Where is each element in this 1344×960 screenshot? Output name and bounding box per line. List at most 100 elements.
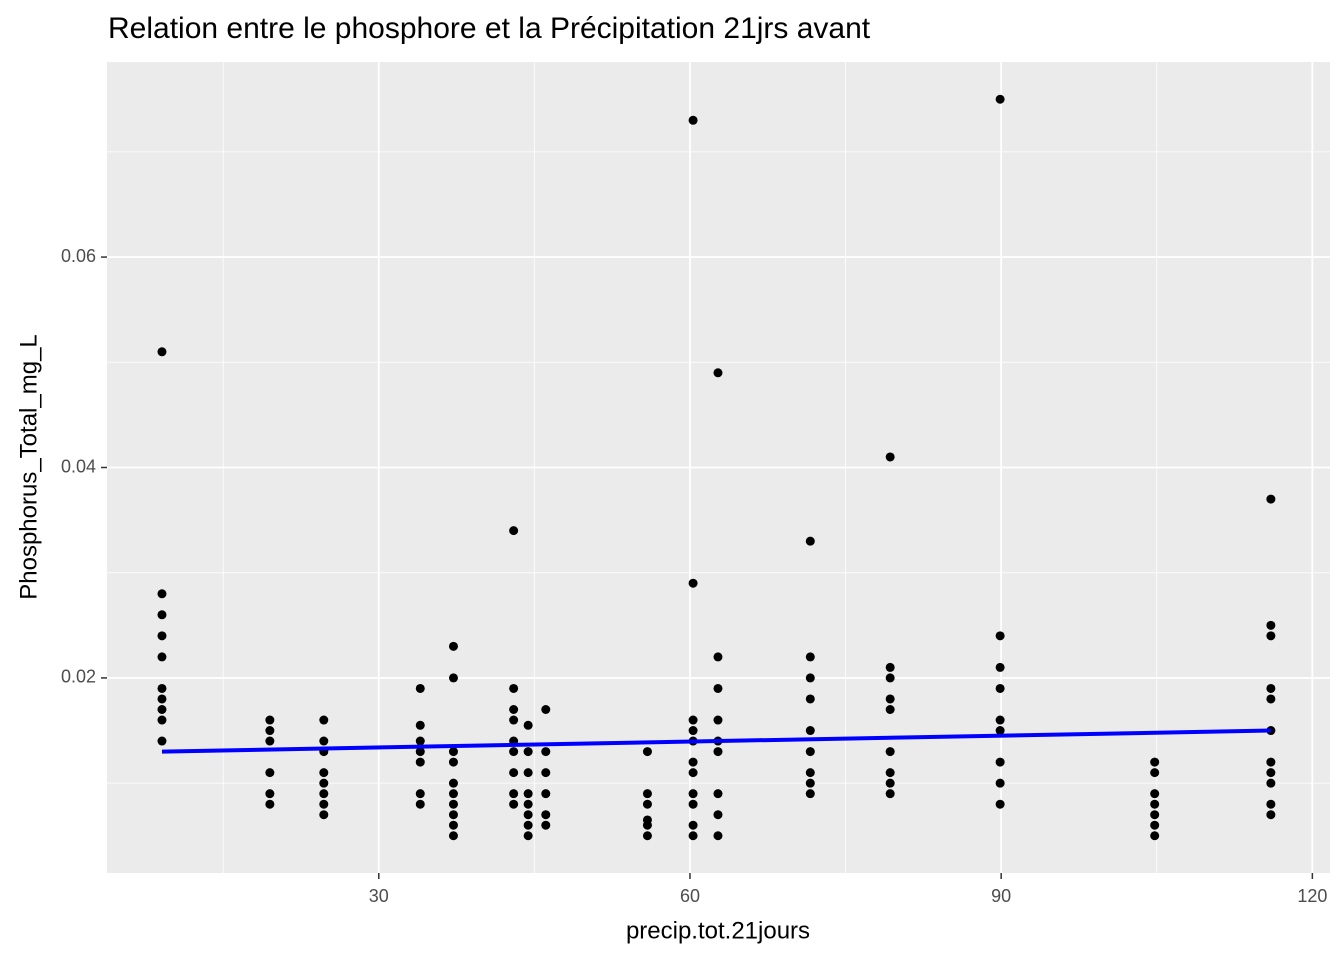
point bbox=[157, 704, 167, 714]
point bbox=[885, 778, 895, 788]
point bbox=[523, 810, 533, 820]
point bbox=[319, 736, 329, 746]
point bbox=[995, 631, 1005, 641]
chart-title: Relation entre le phosphore et la Précip… bbox=[108, 12, 871, 45]
point bbox=[642, 799, 652, 809]
point bbox=[688, 578, 698, 588]
point bbox=[157, 610, 167, 620]
point bbox=[1266, 810, 1276, 820]
point bbox=[1266, 768, 1276, 778]
point bbox=[1266, 631, 1276, 641]
point bbox=[1150, 820, 1160, 830]
point bbox=[1266, 683, 1276, 693]
point bbox=[509, 683, 519, 693]
point bbox=[995, 662, 1005, 672]
y-axis-title: Phosphorus_Total_mg_L bbox=[15, 334, 42, 600]
point bbox=[319, 810, 329, 820]
point bbox=[1266, 620, 1276, 630]
point bbox=[319, 799, 329, 809]
point bbox=[448, 831, 458, 841]
point bbox=[415, 789, 425, 799]
point bbox=[885, 704, 895, 714]
point bbox=[157, 652, 167, 662]
point bbox=[509, 789, 519, 799]
point bbox=[541, 810, 551, 820]
point bbox=[157, 347, 167, 357]
point bbox=[713, 831, 723, 841]
point bbox=[995, 799, 1005, 809]
point bbox=[265, 799, 275, 809]
point bbox=[713, 652, 723, 662]
point bbox=[448, 757, 458, 767]
point bbox=[642, 789, 652, 799]
point bbox=[265, 789, 275, 799]
point bbox=[1150, 831, 1160, 841]
fit-line bbox=[161, 728, 1271, 754]
point bbox=[448, 747, 458, 757]
y-tick-label: 0.06 bbox=[61, 246, 96, 266]
point bbox=[509, 747, 519, 757]
point bbox=[541, 704, 551, 714]
point bbox=[265, 768, 275, 778]
point bbox=[415, 757, 425, 767]
point bbox=[1266, 778, 1276, 788]
point bbox=[1266, 494, 1276, 504]
y-tick-label: 0.04 bbox=[61, 456, 96, 476]
point bbox=[713, 715, 723, 725]
point bbox=[1266, 757, 1276, 767]
point bbox=[995, 94, 1005, 104]
point bbox=[509, 799, 519, 809]
point bbox=[805, 768, 815, 778]
point bbox=[265, 715, 275, 725]
point bbox=[885, 673, 895, 683]
point bbox=[523, 747, 533, 757]
point bbox=[885, 789, 895, 799]
point bbox=[523, 789, 533, 799]
point bbox=[885, 747, 895, 757]
point bbox=[1150, 810, 1160, 820]
point bbox=[157, 631, 167, 641]
point bbox=[995, 715, 1005, 725]
point bbox=[415, 799, 425, 809]
point bbox=[448, 789, 458, 799]
point bbox=[688, 831, 698, 841]
point bbox=[885, 694, 895, 704]
point bbox=[157, 589, 167, 599]
point bbox=[448, 673, 458, 683]
point bbox=[265, 736, 275, 746]
y-tick-label: 0.02 bbox=[61, 667, 96, 687]
point bbox=[805, 536, 815, 546]
point bbox=[157, 736, 167, 746]
point bbox=[448, 820, 458, 830]
point bbox=[448, 799, 458, 809]
point bbox=[541, 789, 551, 799]
point bbox=[1150, 799, 1160, 809]
point bbox=[688, 820, 698, 830]
point bbox=[157, 683, 167, 693]
point bbox=[1150, 757, 1160, 767]
point bbox=[713, 368, 723, 378]
point bbox=[688, 726, 698, 736]
point bbox=[885, 768, 895, 778]
point bbox=[885, 662, 895, 672]
point bbox=[448, 641, 458, 651]
point bbox=[509, 526, 519, 536]
point bbox=[415, 736, 425, 746]
point bbox=[805, 726, 815, 736]
point bbox=[509, 715, 519, 725]
point bbox=[688, 115, 698, 125]
point bbox=[805, 694, 815, 704]
point bbox=[995, 683, 1005, 693]
point bbox=[541, 747, 551, 757]
point bbox=[415, 747, 425, 757]
point bbox=[541, 768, 551, 778]
point bbox=[265, 726, 275, 736]
point bbox=[885, 452, 895, 462]
point bbox=[805, 789, 815, 799]
point bbox=[523, 799, 533, 809]
point bbox=[448, 810, 458, 820]
point bbox=[319, 715, 329, 725]
point bbox=[805, 673, 815, 683]
point bbox=[805, 652, 815, 662]
